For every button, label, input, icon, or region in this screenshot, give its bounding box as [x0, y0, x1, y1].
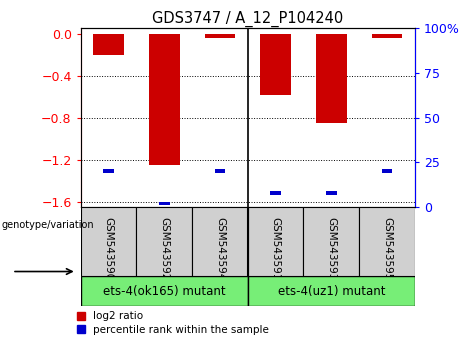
Text: ets-4(uz1) mutant: ets-4(uz1) mutant: [278, 285, 385, 298]
Text: GSM543595: GSM543595: [382, 217, 392, 281]
Text: GSM543593: GSM543593: [326, 217, 337, 281]
Bar: [214, 170, 225, 173]
Bar: [316, 34, 347, 123]
Bar: [205, 34, 235, 38]
Bar: [192, 207, 248, 276]
Text: genotype/variation: genotype/variation: [1, 220, 94, 230]
Legend: log2 ratio, percentile rank within the sample: log2 ratio, percentile rank within the s…: [77, 312, 269, 335]
Bar: [136, 207, 192, 276]
Text: GSM543592: GSM543592: [159, 217, 169, 281]
Bar: [326, 191, 337, 195]
Bar: [248, 207, 303, 276]
Title: GDS3747 / A_12_P104240: GDS3747 / A_12_P104240: [152, 11, 343, 27]
Bar: [382, 170, 392, 173]
Bar: [159, 202, 170, 205]
Text: GSM543591: GSM543591: [271, 217, 281, 281]
Text: GSM543594: GSM543594: [215, 217, 225, 281]
Bar: [248, 276, 415, 306]
Bar: [270, 191, 281, 195]
Bar: [149, 34, 179, 165]
Bar: [303, 207, 359, 276]
Text: ets-4(ok165) mutant: ets-4(ok165) mutant: [103, 285, 225, 298]
Bar: [93, 34, 124, 55]
Bar: [359, 207, 415, 276]
Bar: [81, 276, 248, 306]
Bar: [81, 207, 136, 276]
Text: GSM543590: GSM543590: [104, 217, 113, 281]
Bar: [260, 34, 291, 95]
Bar: [372, 34, 402, 38]
Bar: [103, 170, 114, 173]
